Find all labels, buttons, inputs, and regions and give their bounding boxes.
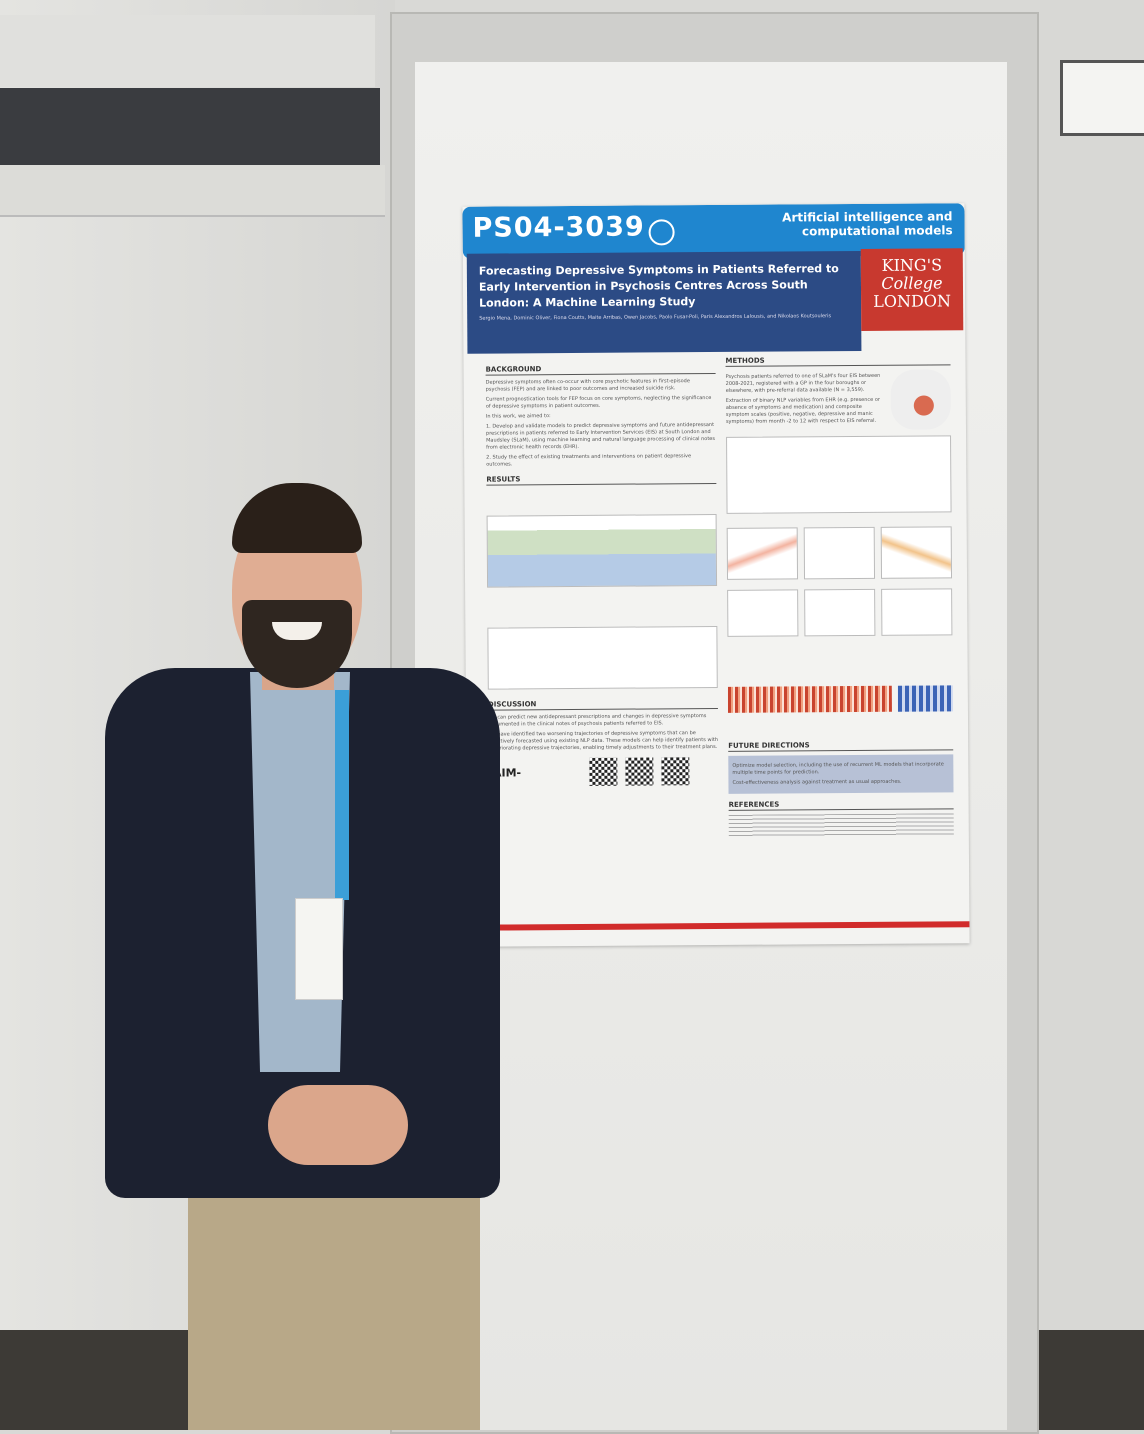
poster-authors: Sergio Mena, Dominic Oliver, Fiona Coutt… [479, 313, 832, 322]
references-list [728, 813, 954, 837]
beard [242, 600, 352, 688]
hands [268, 1085, 408, 1165]
section-future: FUTURE DIRECTIONS [728, 741, 954, 752]
future-text: Cost-effectiveness analysis against trea… [732, 778, 902, 786]
bg-text: Current prognostication tools for FEP fo… [485, 395, 712, 410]
poster-title: Forecasting Depressive Symptoms in Patie… [478, 262, 839, 310]
bg-text: 1. Develop and validate models to predic… [485, 422, 716, 451]
london-map [890, 369, 951, 430]
section-methods: METHODS [725, 356, 951, 367]
section-discussion: DISCUSSION [488, 699, 718, 711]
qr-code[interactable] [624, 757, 654, 786]
left-wall-rail [0, 165, 385, 217]
poster-red-footer-bar [497, 921, 970, 931]
results-table [486, 513, 718, 588]
left-wall-top-rail [0, 15, 375, 87]
methods-diagram [726, 435, 952, 514]
qr-code[interactable] [660, 757, 690, 786]
bg-text: Depressive symptoms often co-occur with … [485, 378, 690, 393]
poster: PS04-3039 Artificial intelligence and co… [462, 203, 970, 947]
roc-figure [487, 625, 718, 690]
trajectory-plot [803, 526, 876, 580]
right-column: METHODS Psychosis patients referred to o… [725, 348, 954, 837]
discussion-text: We can predict new antidepressant prescr… [487, 713, 707, 728]
bg-text: 2. Study the effect of existing treatmen… [486, 453, 692, 468]
section-results: RESULTS [486, 474, 717, 486]
future-box: Optimize model selection, including the … [728, 754, 954, 794]
right-window [1060, 60, 1144, 136]
heatmap-small [898, 685, 953, 712]
scatter-plot [727, 589, 799, 637]
right-wall-panel [1040, 0, 1144, 1430]
methods-text: Extraction of binary NLP variables from … [725, 396, 880, 425]
seal-icon [648, 219, 675, 246]
kcl-logo: KING'S College LONDON [860, 248, 964, 331]
poster-title-band: Forecasting Depressive Symptoms in Patie… [466, 250, 862, 354]
future-text: Optimize model selection, including the … [732, 761, 944, 776]
poster-topic: Artificial intelligence and computationa… [782, 209, 953, 239]
trajectory-plot [880, 526, 953, 579]
scatter-plot [881, 588, 953, 636]
smile [272, 622, 322, 640]
heatmap [727, 685, 893, 713]
section-references: REFERENCES [729, 800, 954, 811]
left-column: BACKGROUND Depressive symptoms often co-… [485, 357, 718, 787]
name-badge: ecnp [295, 898, 343, 1000]
discussion-text: We have identified two worsening traject… [488, 730, 719, 752]
trajectory-plot [726, 527, 799, 580]
scatter-plot [804, 588, 876, 637]
section-background: BACKGROUND [486, 364, 716, 376]
poster-code: PS04-3039 [472, 211, 645, 244]
top-left-window [0, 88, 380, 166]
methods-text: Psychosis patients referred to one of SL… [725, 372, 881, 394]
bg-text: In this work, we aimed to: [485, 413, 551, 420]
lanyard [335, 690, 349, 900]
qr-code[interactable] [588, 757, 618, 786]
shirt [250, 672, 350, 1072]
